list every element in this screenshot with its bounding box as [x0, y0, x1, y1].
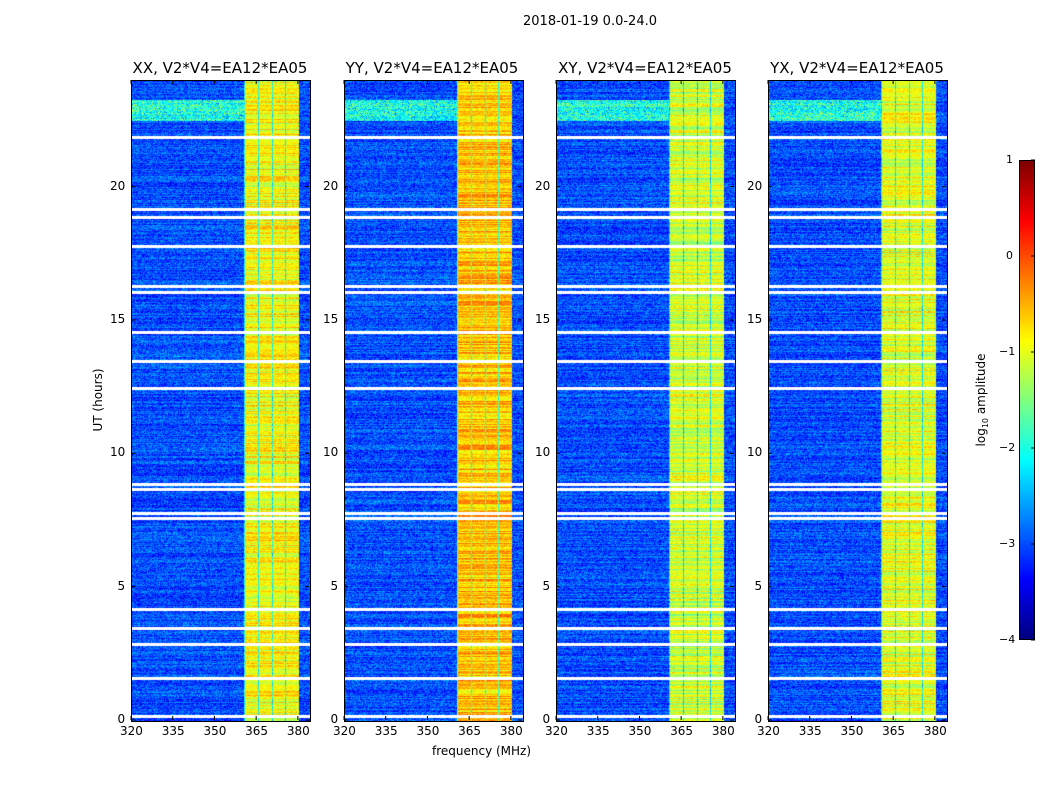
colorbar-label-rest: amplitude	[973, 353, 988, 418]
colorbar-tick-label: 1	[1006, 153, 1013, 166]
colorbar-tick-label: −2	[999, 441, 1016, 454]
y-tick-label: 15	[747, 312, 763, 326]
x-tick-label: 350	[840, 724, 864, 738]
y-tick-label: 20	[535, 178, 551, 193]
x-tick-label: 320	[757, 724, 780, 738]
y-tick-label: 20	[323, 178, 339, 193]
colorbar-tick-label: −1	[999, 345, 1016, 358]
x-tick-label: 365	[882, 724, 906, 738]
y-tick-label: 5	[330, 578, 339, 593]
x-tick-label: 350	[416, 724, 440, 738]
colorbar-label-sub: 10	[981, 417, 991, 429]
spectrogram-yx	[768, 80, 948, 722]
x-tick-label: 320	[333, 724, 356, 738]
x-tick-label: 380	[711, 724, 735, 738]
panel-title-xy: XY, V2*V4=EA12*EA05	[558, 59, 732, 77]
y-tick-label: 15	[323, 312, 339, 326]
y-tick-label: 10	[747, 445, 763, 460]
x-axis-label: frequency (MHz)	[432, 744, 532, 758]
x-tick-label: 335	[798, 724, 822, 738]
x-tick-label: 380	[923, 724, 947, 738]
x-tick-label: 350	[203, 724, 227, 738]
y-tick-label: 5	[542, 578, 551, 593]
x-tick-label: 380	[499, 724, 523, 738]
x-tick-label: 335	[374, 724, 398, 738]
x-tick-label: 335	[161, 724, 185, 738]
y-axis-label: UT (hours)	[91, 368, 105, 432]
y-tick-label: 5	[117, 578, 126, 593]
panel-title-xx: XX, V2*V4=EA12*EA05	[132, 59, 308, 77]
y-tick-label: 10	[535, 445, 551, 460]
colorbar	[1019, 160, 1035, 640]
y-tick-label: 20	[747, 178, 763, 193]
panel-title-yy: YY, V2*V4=EA12*EA05	[345, 59, 519, 77]
y-tick-label: 0	[754, 712, 763, 726]
figure-title: 2018-01-19 0.0-24.0	[523, 14, 657, 29]
y-tick-label: 0	[330, 712, 339, 726]
colorbar-tick-label: −3	[999, 537, 1016, 550]
colorbar-tick-label: 0	[1006, 249, 1013, 262]
x-tick-label: 320	[545, 724, 568, 738]
colorbar-tick-label: −4	[999, 633, 1016, 646]
x-tick-label: 365	[670, 724, 694, 738]
colorbar-label: log10 amplitude	[974, 354, 990, 447]
spectrogram-yy	[344, 80, 524, 722]
x-tick-label: 365	[245, 724, 269, 738]
y-tick-label: 0	[542, 712, 551, 726]
y-tick-label: 10	[323, 445, 339, 460]
x-tick-label: 365	[458, 724, 482, 738]
colorbar-label-log: log	[973, 428, 988, 447]
x-tick-label: 350	[628, 724, 652, 738]
y-tick-label: 10	[110, 445, 126, 460]
x-tick-label: 335	[586, 724, 610, 738]
y-tick-label: 5	[754, 578, 763, 593]
x-tick-label: 380	[286, 724, 310, 738]
y-tick-label: 15	[110, 312, 126, 326]
spectrogram-xy	[556, 80, 736, 722]
spectrogram-xx	[131, 80, 311, 722]
y-tick-label: 15	[535, 312, 551, 326]
y-tick-label: 0	[117, 712, 126, 726]
panel-title-yx: YX, V2*V4=EA12*EA05	[770, 59, 944, 77]
x-tick-label: 320	[120, 724, 143, 738]
y-tick-label: 20	[110, 178, 126, 193]
